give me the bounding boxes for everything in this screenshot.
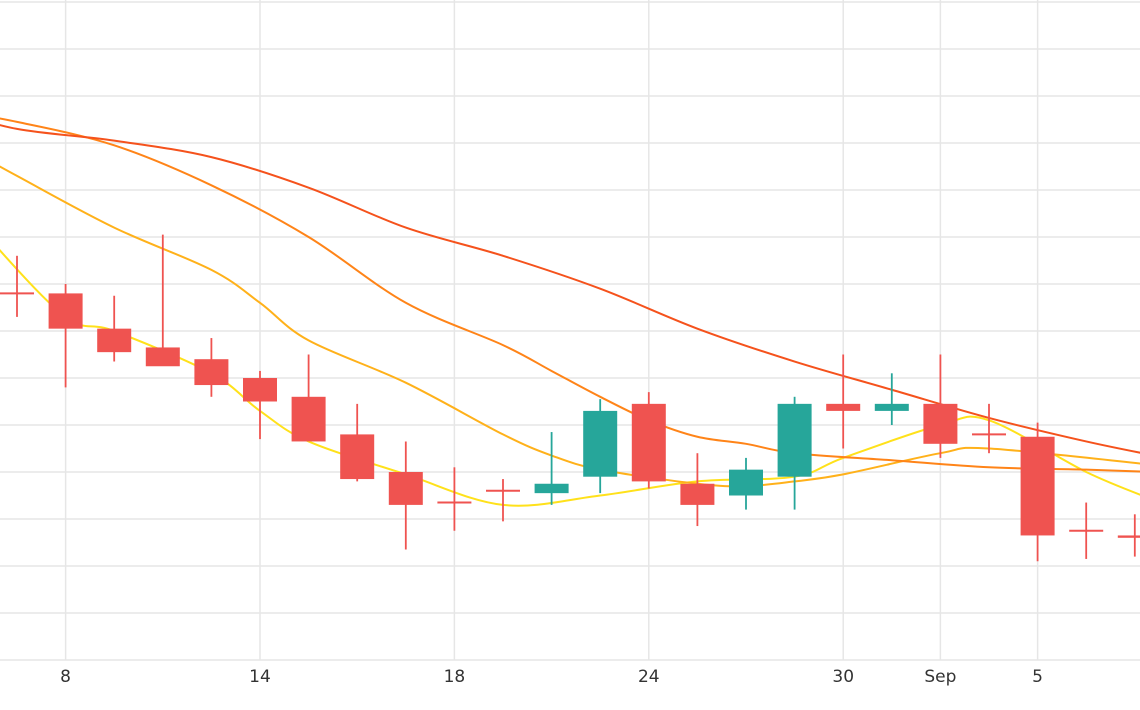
candle	[291, 354, 326, 442]
x-axis-ticks: 8 14 18 24 30 Sep 5	[60, 667, 1043, 687]
candle	[0, 255, 34, 317]
candle	[874, 373, 909, 425]
x-tick-label: 30	[832, 667, 854, 687]
candle-body	[680, 483, 715, 505]
candle-body	[243, 378, 277, 402]
candle	[534, 432, 569, 505]
candle-body	[826, 403, 861, 411]
candle	[437, 467, 472, 531]
moving-average-line-1	[0, 249, 1140, 507]
candle-body	[923, 403, 958, 444]
candle	[729, 457, 763, 510]
moving-average-line-2	[0, 165, 1140, 488]
x-tick-label: 24	[638, 667, 660, 687]
candle-body	[534, 483, 569, 494]
candle-body	[388, 472, 423, 505]
candle-body	[1020, 436, 1055, 536]
x-tick-label: 14	[249, 667, 271, 687]
candle	[48, 284, 83, 388]
candle	[972, 403, 1006, 454]
moving-average-line-4	[0, 124, 1140, 454]
candle	[777, 396, 812, 510]
candle-body	[48, 293, 83, 329]
candle	[145, 234, 180, 367]
candle-body	[729, 469, 763, 496]
candle	[1020, 422, 1055, 562]
candle	[826, 354, 861, 449]
candle-body	[1117, 535, 1140, 538]
candle-body	[777, 403, 812, 477]
candle	[680, 453, 715, 527]
vertical-gridlines	[64, 0, 1039, 660]
candle	[923, 354, 958, 458]
candle	[1069, 502, 1104, 559]
moving-average-line-3	[0, 117, 1140, 473]
candle	[243, 370, 277, 440]
candle-body	[291, 396, 326, 442]
candle-body	[97, 328, 132, 353]
moving-average-lines	[0, 117, 1140, 507]
candle	[340, 403, 375, 482]
x-tick-label: 5	[1032, 667, 1043, 687]
candle-body	[583, 410, 618, 477]
horizontal-gridlines	[0, 1, 1140, 661]
candle-body	[340, 434, 375, 480]
x-tick-label: 18	[444, 667, 466, 687]
candle	[1117, 514, 1140, 557]
candle	[388, 441, 423, 550]
candle-body	[874, 403, 909, 411]
candle	[631, 392, 666, 489]
candles	[0, 234, 1140, 562]
candle	[583, 399, 618, 494]
candle	[486, 479, 520, 522]
candle-body	[145, 347, 180, 367]
x-tick-label: 8	[60, 667, 71, 687]
candle-body	[631, 403, 666, 482]
candle	[194, 338, 229, 397]
candle	[97, 295, 132, 362]
candle-body	[194, 359, 229, 386]
x-tick-label: Sep	[924, 667, 956, 687]
